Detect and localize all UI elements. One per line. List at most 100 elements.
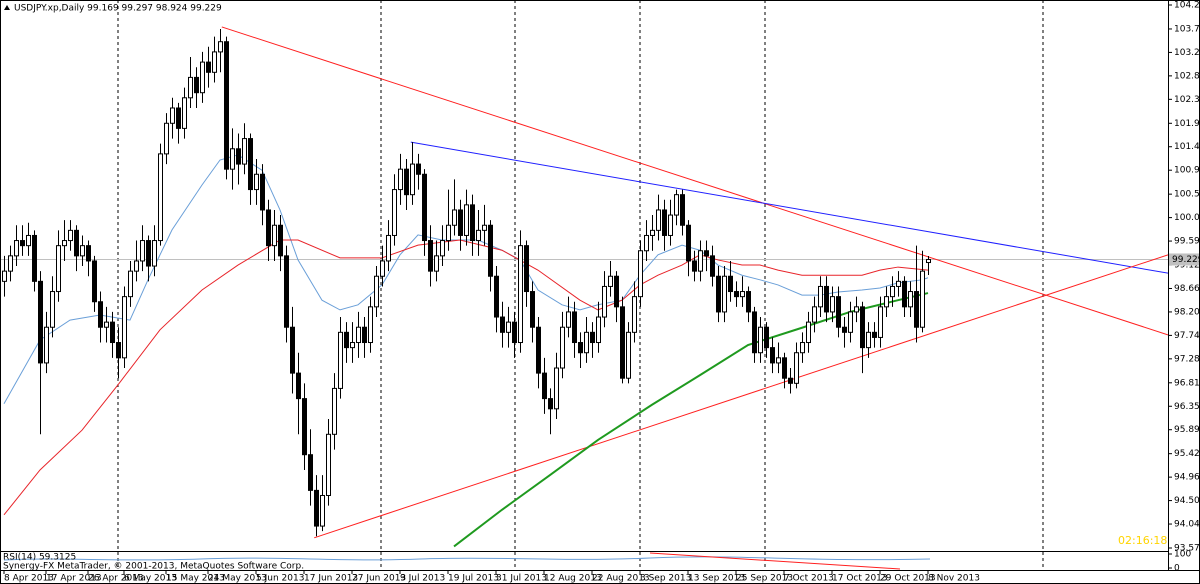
candle-body [860,306,865,349]
candle-body [530,291,535,328]
x-tick-label: 19 Jul 2013 [448,574,499,584]
candle-body [218,41,223,53]
clock: 02:16:18 [1118,534,1167,547]
candle-body [908,291,913,308]
menu-icon[interactable] [4,5,10,10]
candle-body [212,51,217,73]
candle-body [386,234,391,262]
candle-body [518,245,523,344]
candle-body [650,229,655,236]
candle-body [494,275,499,318]
candle-body [422,173,427,242]
candle-body [302,398,307,456]
trendline [410,141,1168,274]
y-tick-label: 103.750 [1174,24,1200,34]
candle-body [332,387,337,435]
candle-body [644,234,649,252]
x-tick-label: 25 Sep 2013 [736,574,793,584]
candle-body [230,148,235,170]
candle-body [512,321,517,344]
candle-body [656,209,661,231]
trendline [314,254,1168,539]
candle-body [680,194,685,226]
y-tick-label: 94.040 [1174,520,1200,530]
candle-body [470,204,475,242]
candle-body [20,240,25,247]
x-tick-label: 24 May 2013 [208,574,267,584]
candle-body [800,342,805,354]
candle-body [32,234,37,282]
y-tick-label: 103.290 [1174,48,1200,58]
x-tick-label: 31 Jul 2013 [496,574,547,584]
x-tick-label: 17 Oct 2013 [832,574,888,584]
x-tick-label: 22 Aug 2013 [592,574,650,584]
x-tick-label: 12 Aug 2013 [544,574,602,584]
y-tick-label: 102.370 [1174,95,1200,105]
candle-body [458,209,463,236]
candle-body [260,173,265,211]
candle-body [914,291,919,328]
candle-body [446,224,451,242]
indicator-tick-label: 100 [1174,550,1191,560]
candle-body [590,331,595,344]
copyright: Synergy-FX MetaTrader, © 2001-2013, Meta… [3,562,304,572]
candle-body [872,331,877,338]
candle-body [686,224,691,262]
candle-body [878,306,883,338]
candle-body [554,367,559,410]
candle-body [710,255,715,277]
candle-body [428,240,433,272]
candle-body [662,209,667,236]
candle-body [896,280,901,287]
candle-body [410,163,415,196]
y-tick-label: 102.830 [1174,71,1200,81]
candle-body [2,270,7,282]
y-tick-label: 95.420 [1174,449,1200,459]
candle-body [134,260,139,272]
plot-area [0,26,1168,548]
candle-body [290,326,295,374]
candle-body [92,260,97,303]
moving-average [453,292,929,548]
candle-body [404,168,409,196]
candle-body [482,224,487,231]
y-tick-label: 99.120 [1174,261,1200,271]
candle-body [848,311,853,333]
candle-body [584,331,589,354]
candle-body [434,255,439,272]
candle-body [620,306,625,379]
candle-body [86,245,91,262]
rsi-trendline [649,552,901,570]
candle-body [578,342,583,354]
candle-body [926,258,931,264]
candle-body [776,357,781,364]
candle-body [110,321,115,344]
x-tick-label: 27 Jun 2013 [352,574,406,584]
candle-body [128,270,133,298]
candle-body [764,326,769,349]
candle-body [206,61,211,73]
y-tick-label: 100.510 [1174,190,1200,200]
candle-body [866,331,871,349]
candle-body [548,398,553,410]
candle-body [326,433,331,496]
candle-body [632,296,637,333]
y-tick-label: 94.500 [1174,496,1200,506]
candle-body [14,240,19,257]
candle-body [356,326,361,344]
candle-body [266,209,271,247]
candle-body [200,61,205,94]
candle-body [476,229,481,242]
candle-body [368,306,373,344]
candle-body [80,245,85,257]
candle-body [398,168,403,191]
y-tick-label: 95.890 [1174,425,1200,435]
candle-body [452,209,457,226]
y-tick-label: 100.050 [1174,213,1200,223]
candle-body [362,326,367,344]
candle-body [836,296,841,328]
candle-body [254,173,259,191]
candle-body [374,275,379,308]
candle-body [602,285,607,318]
candle-body [188,76,193,99]
